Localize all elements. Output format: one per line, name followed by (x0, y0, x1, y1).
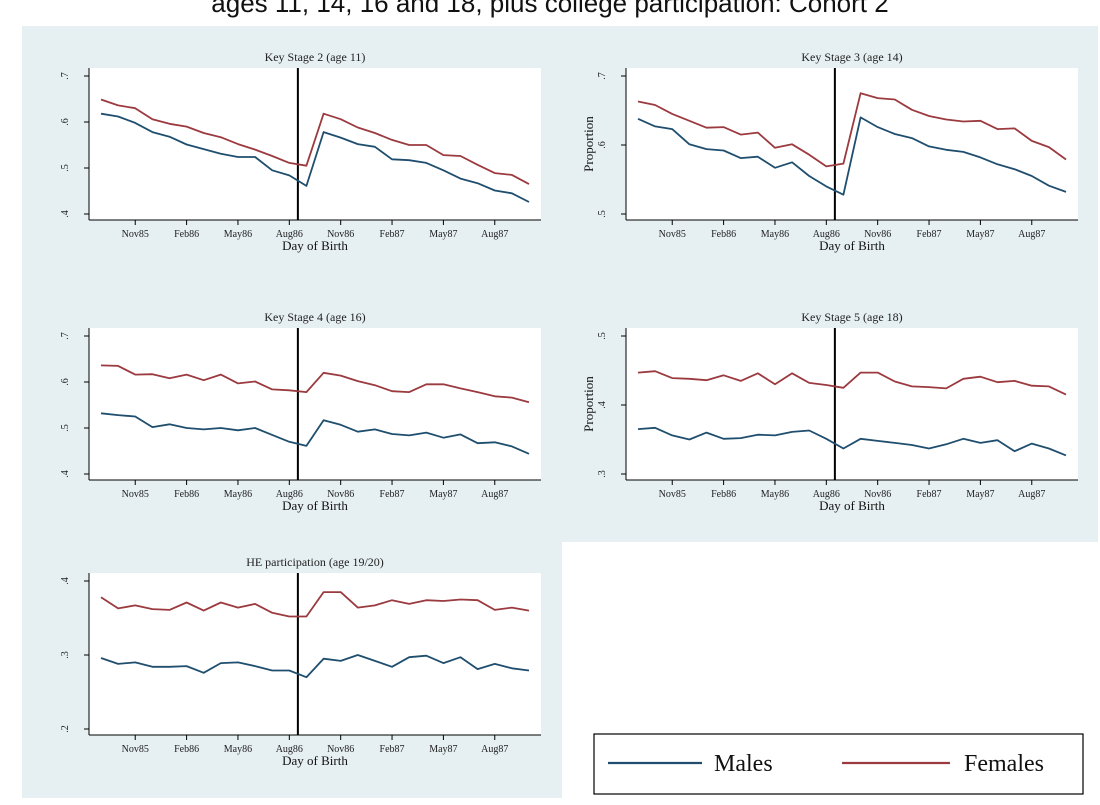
series-line-females (637, 370, 1067, 396)
x-tick-label: May86 (224, 744, 252, 755)
y-axis-label: Proportion (581, 376, 596, 432)
y-tick-label: .7 (60, 72, 71, 80)
chart-panel-2: Key Stage 3 (age 14) .5 .6 .7 Nov85 Feb86 May8… (581, 50, 1078, 253)
x-tick-label: May87 (429, 744, 457, 755)
x-tick-label: Feb87 (917, 229, 942, 240)
x-tick-label: Feb87 (380, 229, 405, 240)
legend: Males Females (593, 733, 1084, 795)
panel-title: Key Stage 3 (age 14) (801, 50, 902, 64)
panel-title: Key Stage 5 (age 18) (801, 310, 902, 324)
x-tick-label: Nov85 (659, 229, 686, 240)
panel-title: HE participation (age 19/20) (246, 555, 384, 569)
x-tick-label: Nov86 (327, 744, 354, 755)
x-tick-label: Aug87 (481, 229, 508, 240)
plot-area (626, 328, 1078, 480)
plot-area (89, 68, 541, 220)
x-tick-label: Nov85 (122, 229, 149, 240)
y-tick-label: .6 (60, 378, 71, 386)
x-tick-label: May86 (224, 229, 252, 240)
x-tick-label: Aug87 (481, 489, 508, 500)
plot-area (89, 573, 541, 735)
y-tick-label: .7 (597, 72, 608, 80)
series-line-females (100, 98, 530, 185)
x-tick-label: May87 (966, 489, 994, 500)
y-tick-label: .3 (60, 651, 71, 659)
x-tick-label: Aug87 (1018, 489, 1045, 500)
x-axis-label: Day of Birth (819, 498, 885, 513)
series-line-males (100, 412, 530, 455)
series-line-males (637, 426, 1067, 457)
legend-females-label: Females (964, 751, 1044, 777)
y-tick-label: .6 (597, 141, 608, 149)
plot-area (89, 328, 541, 480)
x-tick-label: May86 (224, 489, 252, 500)
chart-panel-1: Key Stage 2 (age 11) .4 .5 .6 .7 Nov85 Feb86 Ma… (60, 50, 541, 253)
y-tick-label: .4 (60, 210, 71, 218)
x-tick-label: Aug87 (1018, 229, 1045, 240)
y-tick-label: .4 (60, 470, 71, 478)
y-tick-label: .4 (60, 577, 71, 585)
series-line-females (100, 591, 530, 618)
x-axis-label: Day of Birth (819, 238, 885, 253)
y-tick-label: .7 (60, 332, 71, 340)
x-axis-label: Day of Birth (282, 498, 348, 513)
series-line-females (637, 92, 1067, 168)
x-tick-label: Feb86 (174, 229, 199, 240)
x-tick-label: Aug86 (276, 489, 303, 500)
y-tick-label: .5 (597, 210, 608, 218)
x-tick-label: May86 (761, 229, 789, 240)
chart-panels: Key Stage 2 (age 11) .4 .5 .6 .7 Nov85 Feb86 Ma… (60, 50, 1078, 768)
x-tick-label: Feb87 (917, 489, 942, 500)
panel-title: Key Stage 2 (age 11) (265, 50, 366, 64)
x-tick-label: Feb86 (711, 229, 736, 240)
x-tick-label: Nov85 (122, 489, 149, 500)
x-tick-label: Nov86 (864, 489, 891, 500)
x-tick-label: Aug86 (276, 744, 303, 755)
x-tick-label: May87 (429, 229, 457, 240)
y-tick-label: .3 (597, 470, 608, 478)
x-tick-label: May87 (966, 229, 994, 240)
y-tick-label: .6 (60, 118, 71, 126)
series-line-males (100, 112, 530, 203)
series-line-females (100, 364, 530, 404)
x-tick-label: Feb86 (711, 489, 736, 500)
x-tick-label: Feb87 (380, 489, 405, 500)
x-tick-label: Feb86 (174, 489, 199, 500)
x-tick-label: Feb86 (174, 744, 199, 755)
y-tick-label: .5 (60, 424, 71, 432)
series-line-males (637, 116, 1067, 196)
x-tick-label: Nov85 (122, 744, 149, 755)
y-tick-label: .2 (60, 725, 71, 733)
x-tick-label: Aug86 (813, 489, 840, 500)
panel-title: Key Stage 4 (age 16) (264, 310, 365, 324)
legend-males-label: Males (714, 751, 773, 777)
x-axis-label: Day of Birth (282, 753, 348, 768)
chart-panel-3: Key Stage 4 (age 16) .4 .5 .6 .7 Nov85 Feb86 Ma… (60, 310, 541, 513)
x-tick-label: Nov85 (659, 489, 686, 500)
y-tick-label: .5 (597, 332, 608, 340)
chart-panel-5: HE participation (age 19/20) .2 .3 .4 Nov85 F… (60, 555, 541, 768)
x-tick-label: Nov86 (864, 229, 891, 240)
y-tick-label: .5 (60, 164, 71, 172)
x-tick-label: Feb87 (380, 744, 405, 755)
figure-title: ages 11, 14, 16 and 18, plus college par… (211, 0, 889, 18)
series-line-males (100, 654, 530, 679)
chart-panel-4: Key Stage 5 (age 18) .3 .4 .5 Nov85 Feb86 May8… (581, 310, 1078, 513)
y-axis-label: Proportion (581, 116, 596, 172)
x-tick-label: May86 (761, 489, 789, 500)
x-tick-label: Nov86 (327, 229, 354, 240)
x-tick-label: Aug86 (276, 229, 303, 240)
y-tick-label: .4 (597, 401, 608, 409)
x-tick-label: Nov86 (327, 489, 354, 500)
x-tick-label: Aug86 (813, 229, 840, 240)
x-tick-label: Aug87 (481, 744, 508, 755)
plot-area (626, 68, 1078, 220)
x-axis-label: Day of Birth (282, 238, 348, 253)
x-tick-label: May87 (429, 489, 457, 500)
